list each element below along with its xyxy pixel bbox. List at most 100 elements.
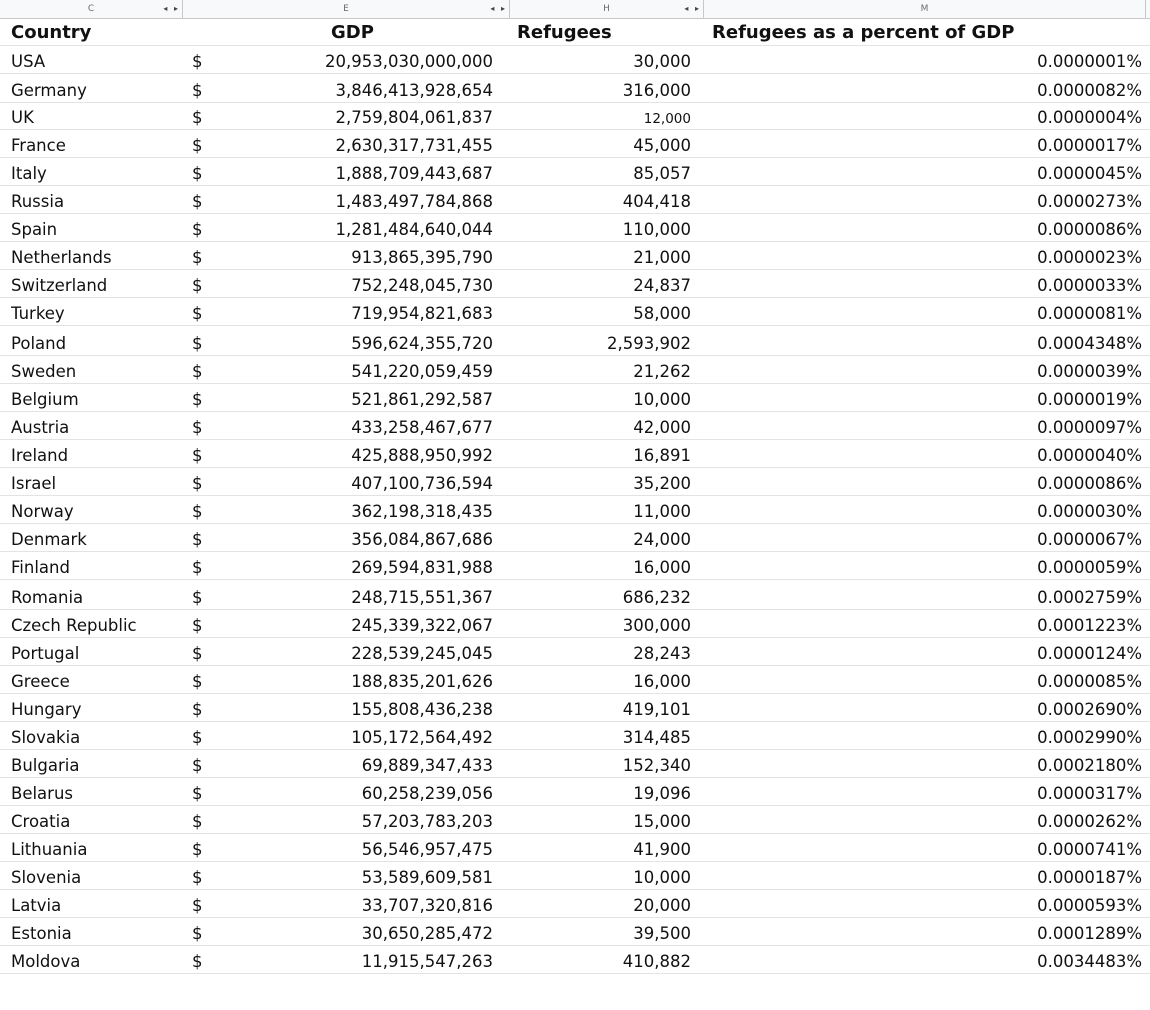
percent-cell[interactable]: 0.0004348% <box>1037 334 1142 353</box>
currency-cell[interactable]: $ <box>192 276 203 295</box>
refugees-cell[interactable]: 21,000 <box>633 248 691 267</box>
country-cell[interactable]: Greece <box>11 672 70 691</box>
currency-cell[interactable]: $ <box>192 868 203 887</box>
gdp-cell[interactable]: 2,630,317,731,455 <box>335 136 493 155</box>
percent-cell[interactable]: 0.0002690% <box>1037 700 1142 719</box>
currency-cell[interactable]: $ <box>192 502 203 521</box>
refugees-cell[interactable]: 24,000 <box>633 530 691 549</box>
country-cell[interactable]: USA <box>11 52 46 71</box>
gdp-cell[interactable]: 362,198,318,435 <box>351 502 493 521</box>
country-cell[interactable]: Poland <box>11 334 67 353</box>
percent-cell[interactable]: 0.0000059% <box>1037 558 1142 577</box>
refugees-cell[interactable]: 58,000 <box>633 304 691 323</box>
refugees-cell[interactable]: 85,057 <box>633 164 691 183</box>
country-cell[interactable]: Turkey <box>11 304 65 323</box>
gdp-cell[interactable]: 269,594,831,988 <box>351 558 493 577</box>
refugees-cell[interactable]: 110,000 <box>622 220 691 239</box>
gdp-cell[interactable]: 752,248,045,730 <box>351 276 493 295</box>
currency-cell[interactable]: $ <box>192 616 203 635</box>
country-cell[interactable]: Hungary <box>11 700 82 719</box>
percent-cell[interactable]: 0.0000023% <box>1037 248 1142 267</box>
percent-cell[interactable]: 0.0000273% <box>1037 192 1142 211</box>
country-cell[interactable]: Bulgaria <box>11 756 80 775</box>
country-cell[interactable]: Italy <box>11 164 47 183</box>
refugees-cell[interactable]: 152,340 <box>622 756 691 775</box>
column-header-m[interactable]: M <box>704 0 1146 18</box>
refugees-cell[interactable]: 10,000 <box>633 390 691 409</box>
refugees-cell[interactable]: 42,000 <box>633 418 691 437</box>
gdp-cell[interactable]: 105,172,564,492 <box>351 728 493 747</box>
currency-cell[interactable]: $ <box>192 192 203 211</box>
gdp-cell[interactable]: 407,100,736,594 <box>351 474 493 493</box>
gdp-cell[interactable]: 521,861,292,587 <box>351 390 493 409</box>
gdp-cell[interactable]: 56,546,957,475 <box>361 840 493 859</box>
column-header-c[interactable]: C ◂ ▸ <box>0 0 183 18</box>
percent-cell[interactable]: 0.0000124% <box>1037 644 1142 663</box>
gdp-cell[interactable]: 3,846,413,928,654 <box>335 81 493 100</box>
currency-cell[interactable]: $ <box>192 530 203 549</box>
header-percent[interactable]: Refugees as a percent of GDP <box>712 22 1015 43</box>
gdp-cell[interactable]: 1,281,484,640,044 <box>335 220 493 239</box>
header-refugees[interactable]: Refugees <box>517 22 612 43</box>
country-cell[interactable]: Estonia <box>11 924 72 943</box>
country-cell[interactable]: Spain <box>11 220 58 239</box>
refugees-cell[interactable]: 686,232 <box>622 588 691 607</box>
country-cell[interactable]: Norway <box>11 502 74 521</box>
column-expand-arrows-icon[interactable]: ◂ ▸ <box>163 4 180 13</box>
gdp-cell[interactable]: 11,915,547,263 <box>361 952 493 971</box>
currency-cell[interactable]: $ <box>192 164 203 183</box>
refugees-cell[interactable]: 316,000 <box>622 81 691 100</box>
percent-cell[interactable]: 0.0000001% <box>1037 52 1142 71</box>
gdp-cell[interactable]: 30,650,285,472 <box>361 924 493 943</box>
currency-cell[interactable]: $ <box>192 81 203 100</box>
currency-cell[interactable]: $ <box>192 446 203 465</box>
currency-cell[interactable]: $ <box>192 812 203 831</box>
country-cell[interactable]: Moldova <box>11 952 81 971</box>
gdp-cell[interactable]: 913,865,395,790 <box>351 248 493 267</box>
country-cell[interactable]: UK <box>11 108 34 127</box>
refugees-cell[interactable]: 11,000 <box>633 502 691 521</box>
country-cell[interactable]: Denmark <box>11 530 87 549</box>
percent-cell[interactable]: 0.0000082% <box>1037 81 1142 100</box>
gdp-cell[interactable]: 188,835,201,626 <box>351 672 493 691</box>
refugees-cell[interactable]: 10,000 <box>633 868 691 887</box>
percent-cell[interactable]: 0.0000085% <box>1037 672 1142 691</box>
country-cell[interactable]: Portugal <box>11 644 80 663</box>
gdp-cell[interactable]: 248,715,551,367 <box>351 588 493 607</box>
refugees-cell[interactable]: 35,200 <box>633 474 691 493</box>
refugees-cell[interactable]: 2,593,902 <box>607 334 691 353</box>
refugees-cell[interactable]: 41,900 <box>633 840 691 859</box>
currency-cell[interactable]: $ <box>192 784 203 803</box>
country-cell[interactable]: Romania <box>11 588 84 607</box>
refugees-cell[interactable]: 300,000 <box>622 616 691 635</box>
refugees-cell[interactable]: 20,000 <box>633 896 691 915</box>
currency-cell[interactable]: $ <box>192 418 203 437</box>
percent-cell[interactable]: 0.0000097% <box>1037 418 1142 437</box>
currency-cell[interactable]: $ <box>192 756 203 775</box>
percent-cell[interactable]: 0.0000317% <box>1037 784 1142 803</box>
refugees-cell[interactable]: 21,262 <box>633 362 691 381</box>
country-cell[interactable]: Austria <box>11 418 70 437</box>
percent-cell[interactable]: 0.0001223% <box>1037 616 1142 635</box>
gdp-cell[interactable]: 1,483,497,784,868 <box>335 192 493 211</box>
gdp-cell[interactable]: 60,258,239,056 <box>361 784 493 803</box>
percent-cell[interactable]: 0.0000045% <box>1037 164 1142 183</box>
country-cell[interactable]: Czech Republic <box>11 616 137 635</box>
country-cell[interactable]: Slovakia <box>11 728 81 747</box>
refugees-cell[interactable]: 410,882 <box>622 952 691 971</box>
percent-cell[interactable]: 0.0000187% <box>1037 868 1142 887</box>
currency-cell[interactable]: $ <box>192 700 203 719</box>
percent-cell[interactable]: 0.0002180% <box>1037 756 1142 775</box>
country-cell[interactable]: Germany <box>11 81 87 100</box>
refugees-cell[interactable]: 19,096 <box>633 784 691 803</box>
percent-cell[interactable]: 0.0000067% <box>1037 530 1142 549</box>
currency-cell[interactable]: $ <box>192 644 203 663</box>
gdp-cell[interactable]: 33,707,320,816 <box>361 896 493 915</box>
gdp-cell[interactable]: 228,539,245,045 <box>351 644 493 663</box>
currency-cell[interactable]: $ <box>192 558 203 577</box>
country-cell[interactable]: Belgium <box>11 390 79 409</box>
currency-cell[interactable]: $ <box>192 924 203 943</box>
currency-cell[interactable]: $ <box>192 304 203 323</box>
gdp-cell[interactable]: 425,888,950,992 <box>351 446 493 465</box>
percent-cell[interactable]: 0.0000593% <box>1037 896 1142 915</box>
